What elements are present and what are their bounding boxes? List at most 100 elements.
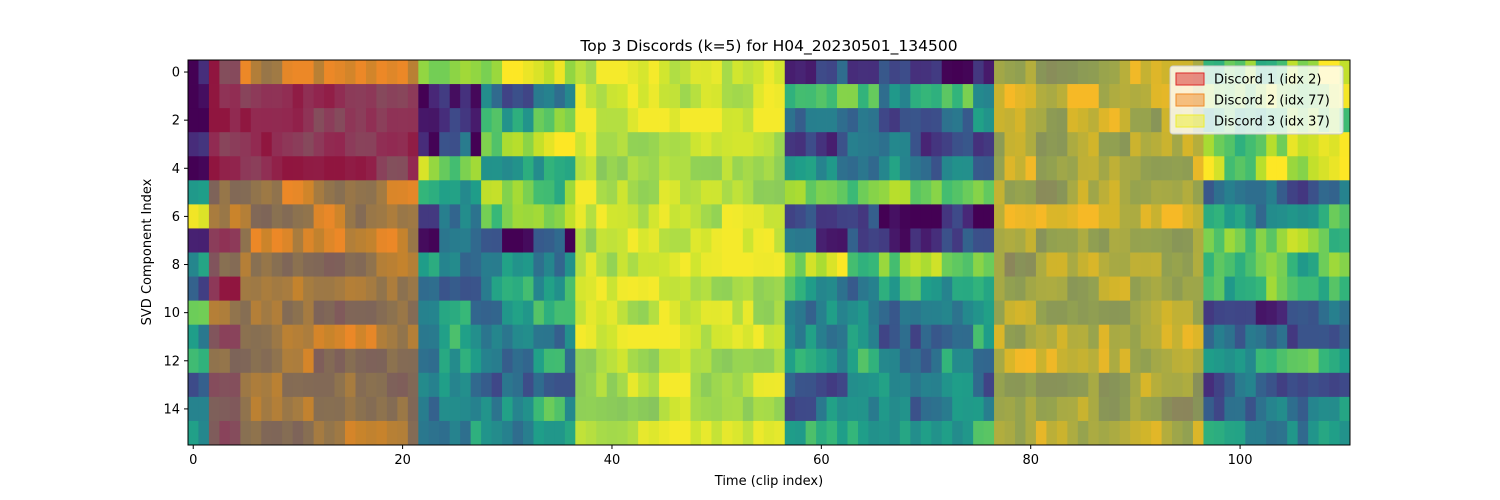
heatmap-cell [889, 300, 901, 326]
y-tick-label: 0 [172, 66, 180, 81]
heatmap-cell [973, 396, 985, 422]
heatmap-cell [795, 132, 807, 157]
heatmap-cell [931, 300, 943, 326]
heatmap-cell [449, 180, 461, 205]
heatmap-cell [910, 156, 922, 181]
heatmap-cell [439, 180, 451, 205]
heatmap-cell [1234, 132, 1246, 157]
legend-entry: Discord 3 (idx 37) [1214, 115, 1330, 130]
heatmap-cell [1287, 420, 1299, 446]
heatmap-cell [899, 396, 911, 422]
heatmap-cell [1287, 276, 1299, 302]
heatmap-cell [973, 228, 985, 253]
heatmap-cell [470, 276, 482, 302]
heatmap-cell [816, 60, 827, 85]
heatmap-cell [1245, 180, 1257, 205]
heatmap-cell [889, 60, 901, 85]
heatmap-cell [481, 372, 492, 398]
heatmap-cell [470, 180, 482, 205]
heatmap-cell [564, 300, 576, 326]
heatmap-cell [522, 108, 534, 133]
heatmap-cell [847, 132, 859, 157]
heatmap-cell [554, 228, 566, 253]
heatmap-cell [491, 228, 503, 253]
heatmap-cell [1318, 156, 1330, 181]
heatmap-cell [920, 156, 932, 181]
heatmap-cell [1245, 348, 1257, 374]
heatmap-cell [554, 132, 566, 157]
heatmap-cell [1255, 156, 1267, 181]
heatmap-cell [522, 300, 534, 326]
heatmap-cell [805, 396, 817, 422]
heatmap-cell [868, 276, 880, 302]
heatmap-cell [1266, 132, 1278, 157]
heatmap-cell [868, 180, 880, 205]
heatmap-cell [533, 420, 545, 446]
heatmap-cell [512, 180, 524, 205]
heatmap-cell [564, 348, 576, 374]
legend-swatch [1175, 114, 1205, 128]
heatmap-cell [962, 204, 974, 229]
heatmap-cell [1255, 252, 1267, 277]
heatmap-cell [899, 132, 911, 157]
heatmap-cell [1255, 420, 1267, 446]
heatmap-cell [931, 156, 943, 181]
heatmap-cell [188, 300, 199, 326]
heatmap-cell [931, 252, 943, 277]
heatmap-cell [502, 204, 513, 229]
heatmap-cell [502, 420, 513, 446]
heatmap-cell [428, 204, 440, 229]
heatmap-cell [543, 300, 555, 326]
heatmap-cell [1287, 396, 1299, 422]
x-axis: 0 20 40 60 80 100 [189, 445, 1252, 468]
plot-frame [187, 59, 1351, 446]
heatmap-cell [439, 132, 451, 157]
heatmap-cell [857, 300, 869, 326]
heatmap-cell [428, 84, 440, 109]
heatmap-cell [795, 276, 807, 302]
heatmap-cell [470, 156, 482, 181]
heatmap-cell [857, 396, 869, 422]
heatmap-cell [973, 132, 985, 157]
heatmap-cell [826, 180, 838, 205]
heatmap-cell [983, 108, 995, 133]
heatmap-cell [910, 60, 922, 85]
heatmap-cell [198, 348, 210, 374]
heatmap-cell [920, 180, 932, 205]
heatmap-cell [470, 228, 482, 253]
heatmap-cell [418, 204, 430, 229]
heatmap-cell [837, 420, 848, 446]
heatmap-cell [983, 396, 995, 422]
heatmap-cell [522, 180, 534, 205]
heatmap-cell [868, 420, 880, 446]
heatmap-cell [1287, 348, 1299, 374]
heatmap-cell [512, 420, 524, 446]
heatmap-cell [826, 156, 838, 181]
heatmap-cell [983, 132, 995, 157]
legend-swatch [1175, 72, 1205, 86]
heatmap-cell [543, 228, 555, 253]
heatmap-cell [1329, 300, 1340, 326]
heatmap-cell [920, 348, 932, 374]
heatmap-cell [837, 252, 848, 277]
heatmap-cell [554, 372, 566, 398]
heatmap-cell [784, 108, 796, 133]
heatmap-cell [816, 372, 827, 398]
heatmap-cell [1287, 204, 1299, 229]
heatmap-cell [460, 84, 472, 109]
heatmap-cell [1318, 348, 1330, 374]
heatmap-cell [973, 180, 985, 205]
heatmap-cell [1318, 324, 1330, 350]
heatmap-cell [941, 180, 953, 205]
heatmap-cell [481, 132, 492, 157]
heatmap-cell [837, 396, 848, 422]
heatmap-cell [1297, 276, 1309, 302]
heatmap-cell [533, 180, 545, 205]
heatmap-cell [920, 420, 932, 446]
heatmap-cell [439, 108, 451, 133]
heatmap-cell [533, 132, 545, 157]
heatmap-cell [795, 348, 807, 374]
heatmap-cell [418, 300, 430, 326]
heatmap-cell [920, 60, 932, 85]
x-tick-label: 0 [189, 453, 197, 468]
